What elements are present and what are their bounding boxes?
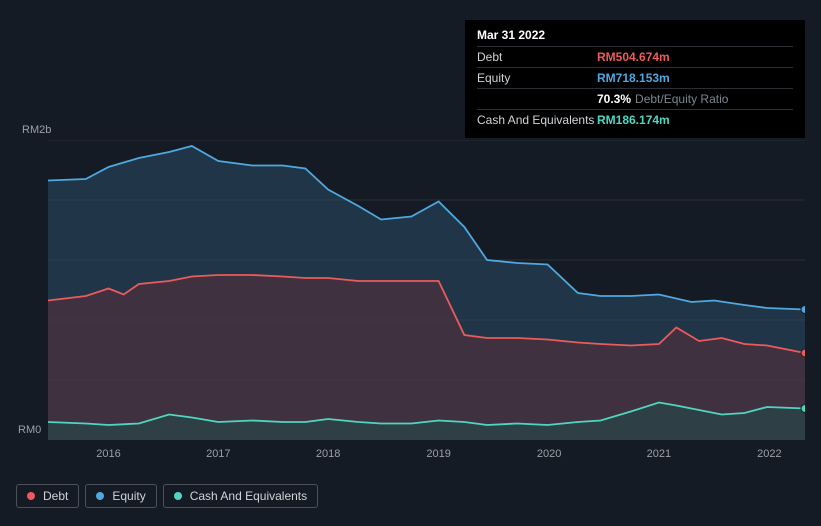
legend-dot-icon (96, 492, 104, 500)
legend-label: Equity (112, 489, 145, 503)
x-axis: 2016 2017 2018 2019 2020 2021 2022 (48, 448, 805, 468)
info-row-value: RM504.674m (597, 50, 670, 64)
x-tick-label: 2018 (316, 448, 340, 460)
info-row-extra: Debt/Equity Ratio (635, 92, 728, 106)
legend-label: Cash And Equivalents (190, 489, 307, 503)
series-end-marker-equity (801, 306, 805, 314)
x-tick-label: 2022 (757, 448, 781, 460)
series-end-marker-debt (801, 349, 805, 357)
legend-item-equity[interactable]: Equity (85, 484, 156, 508)
x-tick-label: 2016 (96, 448, 120, 460)
info-row-label (477, 92, 597, 106)
legend-item-cashandequivalents[interactable]: Cash And Equivalents (163, 484, 318, 508)
info-row: 70.3%Debt/Equity Ratio (477, 88, 793, 109)
info-row-label: Cash And Equivalents (477, 113, 597, 127)
chart-container: Mar 31 2022 DebtRM504.674mEquityRM718.15… (0, 0, 821, 526)
info-row-label: Equity (477, 71, 597, 85)
chart-svg (48, 140, 805, 440)
y-axis-bottom-label: RM0 (18, 424, 41, 436)
info-box-date: Mar 31 2022 (477, 28, 793, 46)
x-tick-label: 2020 (537, 448, 561, 460)
info-box: Mar 31 2022 DebtRM504.674mEquityRM718.15… (465, 20, 805, 138)
info-row: Cash And EquivalentsRM186.174m (477, 109, 793, 130)
info-row-value: RM718.153m (597, 71, 670, 85)
legend-item-debt[interactable]: Debt (16, 484, 79, 508)
info-row-value: 70.3%Debt/Equity Ratio (597, 92, 728, 106)
legend-dot-icon (27, 492, 35, 500)
series-end-marker-cashandequivalents (801, 405, 805, 413)
legend-label: Debt (43, 489, 68, 503)
x-tick-label: 2021 (647, 448, 671, 460)
info-row: EquityRM718.153m (477, 67, 793, 88)
chart-plot-area (48, 140, 805, 440)
legend: Debt Equity Cash And Equivalents (16, 484, 318, 508)
x-tick-label: 2017 (206, 448, 230, 460)
legend-dot-icon (174, 492, 182, 500)
info-row-label: Debt (477, 50, 597, 64)
info-row: DebtRM504.674m (477, 46, 793, 67)
info-row-value: RM186.174m (597, 113, 670, 127)
x-tick-label: 2019 (426, 448, 450, 460)
y-axis-top-label: RM2b (22, 124, 51, 136)
